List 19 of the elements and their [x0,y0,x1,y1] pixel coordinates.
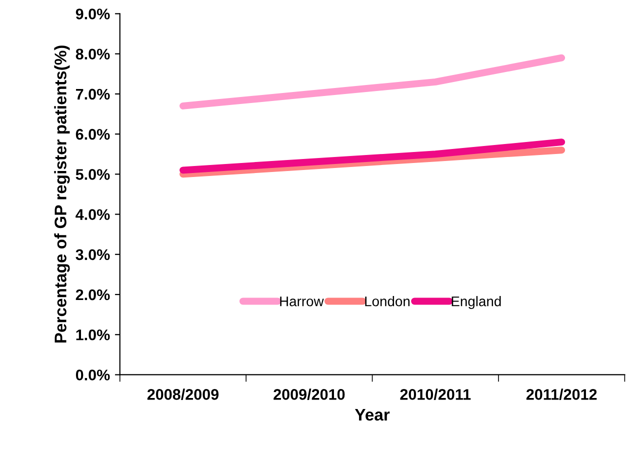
x-axis-title: Year [354,409,390,421]
y-tick-label: 8.0% [76,48,110,60]
x-tick-label: 2010/2011 [400,388,471,400]
y-tick-label: 7.0% [76,88,110,100]
y-tick-label: 3.0% [76,249,110,260]
y-tick-label: 4.0% [76,209,110,220]
legend-label: England [452,296,501,310]
y-tick-label: 5.0% [76,169,110,180]
legend-label: London [365,296,410,306]
x-tick-label: 2011/2012 [526,388,597,400]
y-tick-label: 2.0% [76,289,110,300]
y-tick-label: 6.0% [76,128,110,140]
y-tick-label: 9.0% [76,8,110,20]
legend-label: Harrow [280,296,324,306]
x-tick-label: 2008/2009 [147,388,219,400]
y-tick-label: 1.0% [76,329,110,340]
y-tick-label: 0.0% [76,370,110,380]
y-axis-title: Percentage of GP register patients(%) [54,46,70,343]
x-tick-label: 2009/2010 [274,388,345,400]
